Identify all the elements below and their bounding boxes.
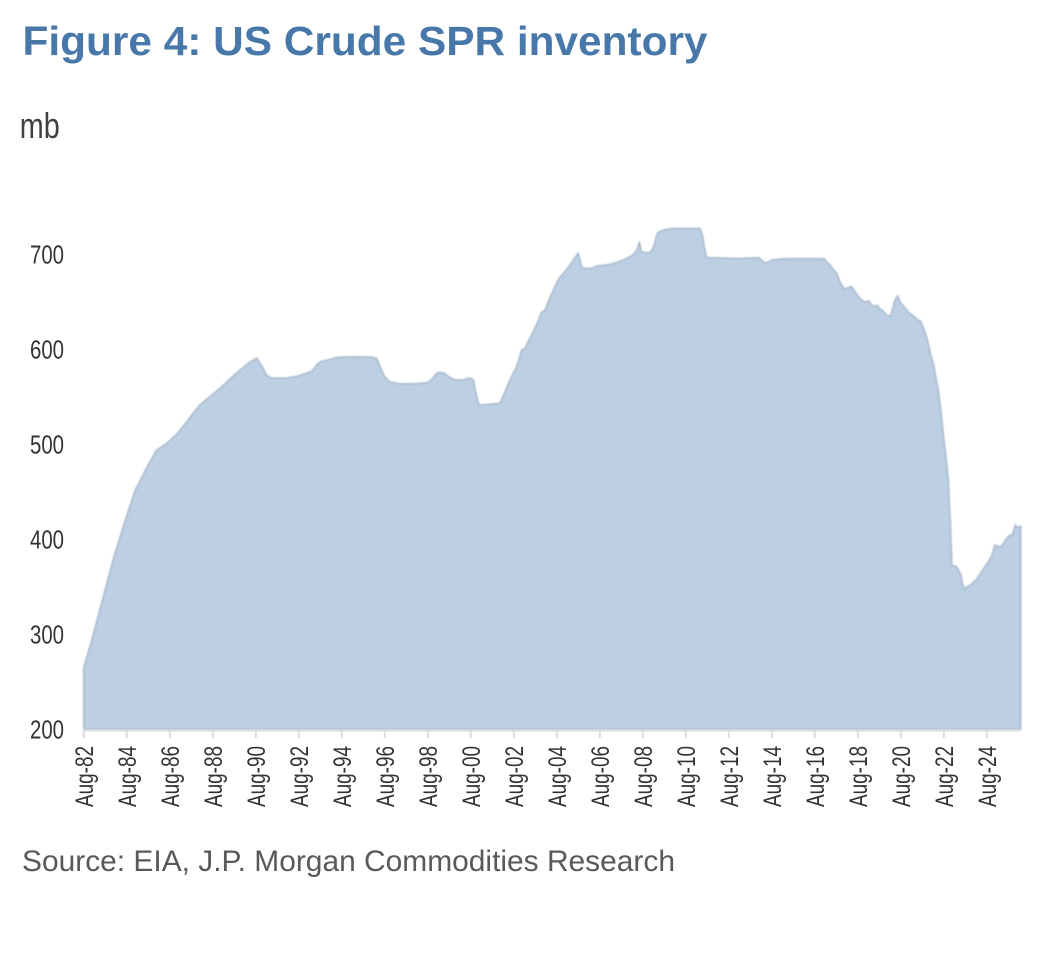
svg-text:mb: mb xyxy=(20,105,60,146)
svg-text:500: 500 xyxy=(30,430,64,460)
svg-text:Aug-96: Aug-96 xyxy=(372,746,400,807)
svg-text:Figure 4: US Crude SPR invento: Figure 4: US Crude SPR inventory xyxy=(23,18,708,64)
svg-text:Aug-92: Aug-92 xyxy=(286,746,314,807)
svg-text:Aug-94: Aug-94 xyxy=(329,746,357,807)
svg-text:Aug-10: Aug-10 xyxy=(673,746,701,807)
svg-text:Aug-22: Aug-22 xyxy=(931,746,959,807)
svg-text:Aug-02: Aug-02 xyxy=(501,746,529,807)
svg-text:Aug-12: Aug-12 xyxy=(716,746,744,807)
svg-text:Aug-86: Aug-86 xyxy=(157,746,185,807)
svg-text:400: 400 xyxy=(30,525,64,555)
svg-text:Aug-24: Aug-24 xyxy=(974,746,1002,807)
svg-text:Aug-20: Aug-20 xyxy=(888,746,916,807)
svg-text:Aug-98: Aug-98 xyxy=(415,746,443,807)
svg-text:200: 200 xyxy=(30,715,64,745)
svg-text:Aug-04: Aug-04 xyxy=(544,746,572,807)
svg-text:Aug-18: Aug-18 xyxy=(845,746,873,807)
svg-text:Aug-08: Aug-08 xyxy=(630,746,658,807)
svg-text:Source: EIA, J.P. Morgan Commo: Source: EIA, J.P. Morgan Commodities Res… xyxy=(22,845,675,878)
svg-text:Aug-06: Aug-06 xyxy=(587,746,615,807)
svg-text:Aug-16: Aug-16 xyxy=(802,746,830,807)
svg-text:700: 700 xyxy=(30,240,64,270)
svg-text:600: 600 xyxy=(30,335,64,365)
svg-text:Aug-88: Aug-88 xyxy=(200,746,228,807)
svg-text:Aug-14: Aug-14 xyxy=(759,746,787,807)
svg-text:Aug-82: Aug-82 xyxy=(71,746,99,807)
svg-text:Aug-00: Aug-00 xyxy=(458,746,486,807)
svg-text:Aug-90: Aug-90 xyxy=(243,746,271,807)
svg-text:300: 300 xyxy=(30,620,64,650)
svg-text:Aug-84: Aug-84 xyxy=(114,746,142,807)
